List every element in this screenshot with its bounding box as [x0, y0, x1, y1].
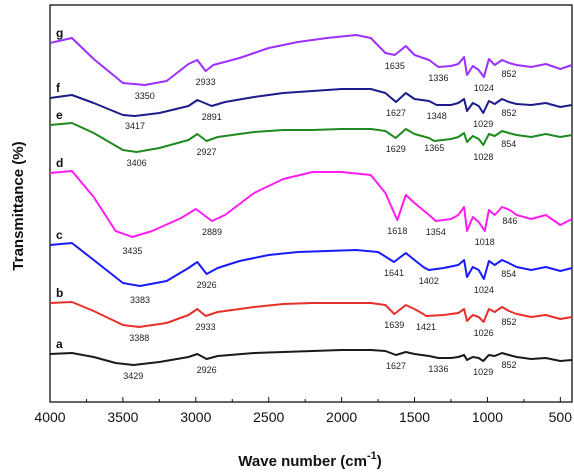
peak-label: 2926: [197, 365, 217, 375]
x-axis-title-sup: -1: [367, 450, 377, 462]
peak-label: 3429: [123, 371, 143, 381]
x-axis-title-main: Wave number (cm: [238, 453, 367, 470]
peak-label: 1336: [428, 73, 448, 83]
peak-label: 852: [501, 317, 516, 327]
series-line-b: [49, 301, 573, 328]
series-letter-b: b: [56, 286, 63, 300]
peak-label: 854: [501, 269, 516, 279]
series-line-f: [49, 88, 573, 117]
x-axis-title-end: ): [377, 453, 382, 470]
peak-label: 846: [502, 216, 517, 226]
peak-label: 1024: [474, 285, 494, 295]
peak-labels-layer: g 3350 2933 1635 1336 1024 852 f 3417 2891 1627 134…: [56, 26, 517, 381]
series-line-a: [49, 349, 573, 366]
x-tick-label: 1500: [399, 409, 430, 425]
peak-label: 2889: [202, 227, 222, 237]
peak-label: 2927: [196, 147, 216, 157]
peak-label: 3417: [125, 121, 145, 131]
peak-label: 1627: [386, 361, 406, 371]
peak-label: 1635: [385, 61, 405, 71]
peak-label: 1018: [475, 237, 495, 247]
series-line-d: [49, 170, 573, 238]
peak-label: 1336: [428, 364, 448, 374]
series-letter-e: e: [56, 108, 63, 122]
peak-label: 3383: [130, 295, 150, 305]
x-tick-label: 3500: [107, 409, 138, 425]
x-axis-title: Wave number (cm-1): [238, 450, 381, 470]
plot-frame: [49, 4, 573, 403]
peak-label: 3388: [129, 333, 149, 343]
series-layer: [49, 34, 573, 366]
peak-label: 1627: [386, 108, 406, 118]
peak-label: 1629: [386, 144, 406, 154]
peak-label: 1402: [419, 276, 439, 286]
series-letter-a: a: [56, 337, 63, 351]
peak-label: 1639: [384, 320, 404, 330]
peak-label: 2933: [196, 322, 216, 332]
peak-label: 1618: [387, 226, 407, 236]
series-line-g: [49, 34, 573, 86]
x-tick-label: 500: [549, 409, 573, 425]
x-tick-label: 2500: [253, 409, 284, 425]
x-tick-label: 1000: [472, 409, 503, 425]
peak-label: 1029: [473, 367, 493, 377]
peak-label: 3406: [127, 158, 147, 168]
peak-label: 2933: [196, 77, 216, 87]
peak-label: 2891: [202, 112, 222, 122]
x-tick-label: 4000: [34, 409, 65, 425]
series-letter-f: f: [56, 81, 61, 95]
x-tick-label: 3000: [180, 409, 211, 425]
peak-label: 852: [501, 108, 516, 118]
series-letter-c: c: [56, 228, 63, 242]
series-line-e: [49, 122, 573, 153]
y-axis-title: Transmittance (%): [10, 141, 27, 270]
peak-label: 1348: [427, 111, 447, 121]
peak-label: 852: [501, 69, 516, 79]
series-line-c: [49, 242, 573, 287]
series-letter-d: d: [56, 156, 63, 170]
x-axis-ticks: 4000 3500 3000 2500 2000 1500 1000 500: [34, 397, 572, 425]
peak-label: 1641: [384, 268, 404, 278]
peak-label: 1354: [426, 227, 446, 237]
peak-label: 1029: [473, 119, 493, 129]
plot-border: [49, 4, 573, 403]
peak-label: 3350: [135, 91, 155, 101]
series-letter-g: g: [56, 26, 63, 40]
peak-label: 3435: [122, 246, 142, 256]
peak-label: 852: [501, 360, 516, 370]
peak-label: 1024: [474, 83, 494, 93]
peak-label: 1365: [424, 143, 444, 153]
peak-label: 1028: [473, 152, 493, 162]
peak-label: 854: [501, 139, 516, 149]
x-tick-label: 2000: [326, 409, 357, 425]
peak-label: 1421: [416, 322, 436, 332]
peak-label: 1026: [474, 328, 494, 338]
peak-label: 2926: [197, 280, 217, 290]
